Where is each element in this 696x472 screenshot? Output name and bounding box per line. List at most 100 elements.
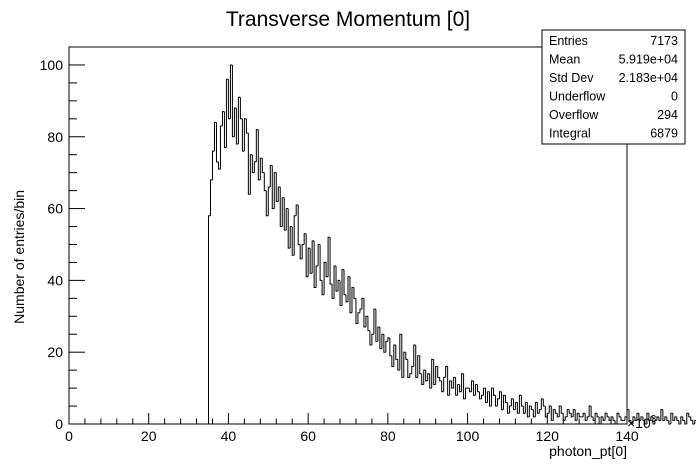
histogram-bin: [379, 327, 382, 350]
histogram-bin: [662, 409, 665, 421]
histogram-bin: [502, 394, 506, 410]
histogram-bin: [449, 380, 452, 396]
histogram-bin: [606, 413, 610, 418]
chart-title: Transverse Momentum [0]: [226, 8, 470, 31]
histogram-bin: [574, 409, 578, 421]
histogram-bin: [512, 398, 516, 411]
stats-value: 6879: [650, 127, 678, 141]
histogram-bin: [245, 118, 249, 134]
histogram-bin: [566, 409, 570, 417]
histogram-bin: [261, 158, 265, 174]
histogram-bin: [277, 186, 281, 202]
histogram-bin: [522, 406, 526, 414]
histogram-bin: [431, 358, 434, 389]
histogram-bin: [357, 312, 360, 324]
histogram-bin: [654, 419, 657, 424]
stats-box: Entries 7173 Mean 5.919e+04 Std Dev 2.183e+04…: [541, 29, 686, 145]
histogram-bin: [425, 370, 428, 382]
histogram-bin: [620, 416, 624, 421]
y-tick-label: 100: [40, 57, 64, 73]
x-axis-exponent: ×103: [627, 414, 657, 431]
histogram-bin: [526, 402, 530, 418]
x-tick-label: 100: [456, 428, 480, 444]
histogram-bin: [361, 297, 364, 310]
histogram-bin: [241, 118, 245, 152]
histogram-bin: [351, 287, 354, 313]
histogram-bin: [225, 78, 229, 148]
histogram-bin: [337, 279, 341, 292]
histogram-bin: [427, 373, 430, 381]
histogram-bin: [399, 333, 402, 371]
histogram-bin: [339, 280, 343, 307]
histogram-bin: [341, 269, 345, 306]
histogram-bin: [483, 387, 486, 396]
histogram-bin: [329, 237, 333, 285]
histogram-bin: [445, 366, 448, 378]
histogram-bin: [614, 420, 618, 425]
histogram-bin: [548, 405, 552, 414]
histogram-bin: [494, 395, 498, 407]
histogram-bin: [429, 373, 432, 389]
histogram-bin: [327, 236, 331, 277]
x-axis-label: photon_pt[0]: [549, 443, 627, 459]
histogram-bin: [500, 391, 504, 411]
histogram-bin: [602, 416, 606, 421]
histogram-bin: [213, 121, 217, 152]
histogram-bin: [630, 420, 633, 425]
histogram-bin: [588, 405, 592, 417]
histogram-bin: [674, 416, 677, 421]
histogram-bin: [273, 172, 277, 209]
histogram-bin: [516, 402, 520, 414]
axes: 0 20 40 60 80 100 120 140 0 20 40 60 80 100: [40, 46, 639, 444]
histogram-bin: [496, 398, 500, 407]
histogram-bin: [275, 172, 279, 202]
histogram-bin: [672, 413, 675, 421]
histogram-bin: [485, 388, 488, 403]
histogram-bin: [616, 412, 620, 424]
histogram-bin: [253, 161, 257, 173]
histogram-bin: [656, 416, 659, 421]
histogram-bin: [387, 337, 390, 342]
histogram-bin: [447, 366, 450, 396]
histogram-bin: [247, 133, 251, 195]
histogram-bin: [594, 412, 598, 421]
histogram-bin: [608, 416, 612, 421]
histogram-bin: [285, 208, 289, 231]
histogram-bin: [481, 394, 484, 399]
y-tick-label: 80: [47, 129, 63, 145]
histogram-bin: [299, 244, 303, 260]
x-tick-label: 20: [141, 428, 157, 444]
histogram-bin: [385, 340, 388, 353]
histogram-bin: [638, 413, 641, 421]
histogram-bin: [239, 97, 243, 120]
histogram-bin: [423, 369, 426, 385]
histogram-bin: [291, 226, 295, 256]
y-tick-label: 60: [47, 201, 63, 217]
histogram-bin: [664, 416, 667, 421]
histogram-bin: [688, 413, 691, 418]
histogram-bin: [590, 406, 594, 418]
histogram-bin: [534, 401, 538, 417]
histogram-bin: [604, 412, 608, 421]
histogram-bin: [455, 377, 458, 396]
histogram-bin: [295, 204, 299, 216]
histogram-bin: [319, 244, 323, 281]
histogram-bin: [365, 315, 368, 328]
histogram-bin: [395, 345, 398, 360]
histogram-bin: [694, 419, 696, 424]
histogram-bin: [305, 233, 309, 278]
histogram-bin: [542, 398, 546, 407]
histogram-bin: [600, 416, 604, 424]
stats-label: Std Dev: [549, 71, 594, 85]
histogram-bin: [215, 122, 219, 163]
histogram-bin: [488, 391, 492, 407]
histogram-bin: [221, 111, 225, 126]
histogram-bin: [251, 154, 255, 174]
histogram-bin: [325, 262, 329, 278]
histogram-bin: [331, 283, 335, 299]
histogram-bin: [642, 416, 645, 421]
histogram-bin: [321, 280, 325, 296]
histogram-bin: [465, 387, 468, 399]
histogram-bin: [311, 240, 315, 274]
histogram-bin: [461, 373, 464, 392]
